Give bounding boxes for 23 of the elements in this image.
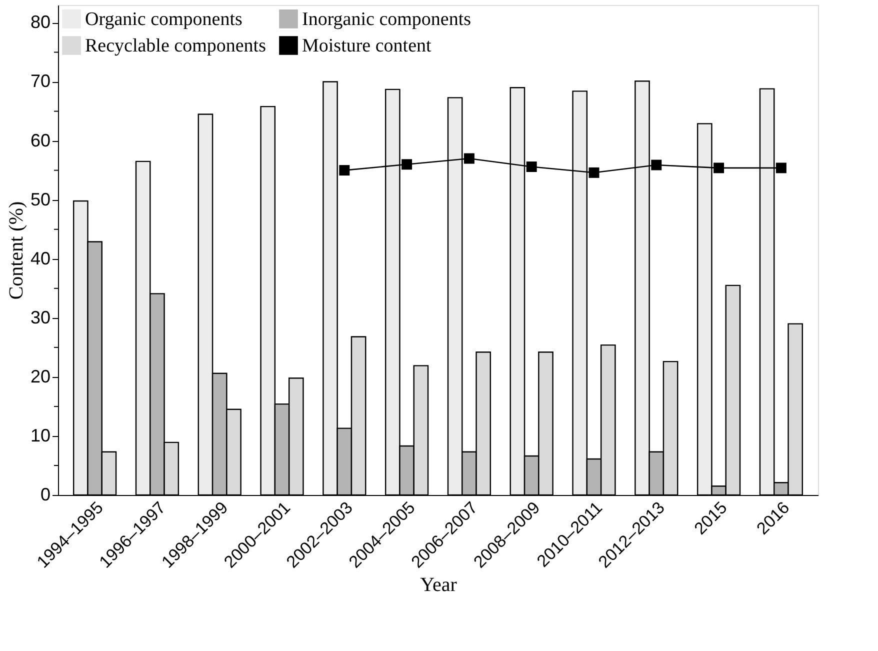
point <box>339 165 350 176</box>
point <box>464 153 474 164</box>
legend-label: Inorganic components <box>302 8 472 30</box>
y-tick-label: 70 <box>30 71 50 92</box>
point <box>651 160 662 170</box>
legend-label: Moisture content <box>302 36 432 56</box>
point <box>526 162 537 172</box>
legend-label: Recyclable components <box>85 36 266 56</box>
y-tick-label: 40 <box>30 248 50 268</box>
point <box>714 162 724 174</box>
y-tick-label: 0 <box>40 484 50 504</box>
y-tick-label: 60 <box>30 130 50 150</box>
point <box>402 159 412 170</box>
x-axis-title: Year <box>420 574 458 596</box>
point <box>776 162 786 174</box>
point <box>588 167 600 178</box>
y-axis-title: Content (%) <box>5 201 28 300</box>
y-tick-label: 30 <box>30 307 50 328</box>
y-tick-label: 80 <box>30 12 50 32</box>
y-tick-label: 20 <box>30 366 50 386</box>
legend-label: Organic components <box>85 8 242 30</box>
y-tick-label: 50 <box>30 189 50 210</box>
y-tick-label: 10 <box>30 425 50 446</box>
